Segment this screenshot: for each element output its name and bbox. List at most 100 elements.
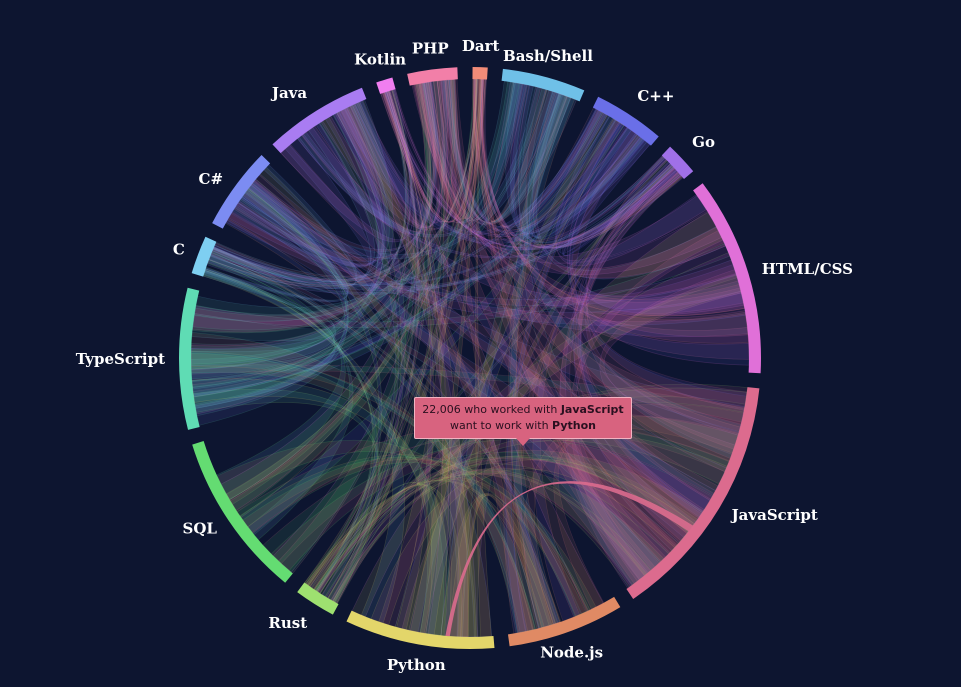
ribbon-html-css-dart[interactable] xyxy=(480,78,749,344)
ribbon-c-sql[interactable] xyxy=(207,259,354,541)
ribbon-dart-javascript[interactable] xyxy=(477,78,667,580)
ribbon-kotlin-python[interactable] xyxy=(383,91,434,631)
ribbon-php-java[interactable] xyxy=(340,81,441,228)
ribbon-c-html-css[interactable] xyxy=(566,121,750,366)
ribbon-sql-dart[interactable] xyxy=(225,78,483,518)
ribbon-rust-python[interactable] xyxy=(313,484,462,638)
group-arc-go[interactable] xyxy=(661,146,694,179)
ribbon-c-dart[interactable] xyxy=(473,78,604,228)
ribbon-bash-shell-php[interactable] xyxy=(448,79,524,221)
ribbon-java-go[interactable] xyxy=(297,133,681,259)
ribbon-rust-dart[interactable] xyxy=(313,78,478,593)
ribbon-java-node-js[interactable] xyxy=(340,107,561,625)
ribbon-sql-kotlin[interactable] xyxy=(272,89,417,573)
ribbon-html-css-kotlin[interactable] xyxy=(391,89,723,276)
ribbon-html-css-bash-shell[interactable] xyxy=(532,91,726,280)
ribbon-php-sql[interactable] xyxy=(229,82,432,513)
ribbon-c-node-js[interactable] xyxy=(503,119,623,634)
ribbon-bash-shell-php[interactable] xyxy=(420,81,528,222)
ribbon-c-php[interactable] xyxy=(430,80,629,233)
ribbon-javascript-rust[interactable] xyxy=(307,456,689,589)
ribbon-html-css-dart[interactable] xyxy=(473,78,745,316)
ribbon-html-css-php[interactable] xyxy=(411,83,745,317)
ribbon-bash-shell-java[interactable] xyxy=(297,86,546,238)
group-arc-c[interactable] xyxy=(592,96,659,146)
ribbon-go-dart[interactable] xyxy=(472,78,675,246)
ribbon-go-c[interactable] xyxy=(561,134,676,256)
ribbon-go-c[interactable] xyxy=(213,163,673,289)
tooltip-source: JavaScript xyxy=(560,403,624,416)
ribbon-java-javascript[interactable] xyxy=(353,99,697,542)
tooltip-count: 22,006 xyxy=(422,403,461,416)
group-arc-javascript[interactable] xyxy=(626,387,760,599)
ribbon-sql-php[interactable] xyxy=(229,79,456,511)
ribbon-java-javascript[interactable] xyxy=(280,144,716,518)
ribbon-php-kotlin[interactable] xyxy=(384,79,457,223)
ribbon-php-dart[interactable] xyxy=(436,78,478,220)
ribbon-typescript-c[interactable] xyxy=(190,184,348,366)
group-arc-dart[interactable] xyxy=(472,67,488,80)
ribbon-sql-javascript[interactable] xyxy=(236,419,730,534)
group-arc-python[interactable] xyxy=(346,610,495,649)
ribbon-rust-java[interactable] xyxy=(318,116,400,598)
tooltip-arrow xyxy=(516,438,530,446)
tooltip-line-1: 22,006 who worked with JavaScript xyxy=(415,402,631,418)
ribbon-c-c[interactable] xyxy=(204,191,349,301)
ribbon-typescript-bash-shell[interactable] xyxy=(191,88,548,390)
ribbon-java-rust[interactable] xyxy=(328,106,406,602)
ribbon-node-js-rust[interactable] xyxy=(305,476,591,617)
ribbon-typescript-bash-shell[interactable] xyxy=(193,80,516,322)
ribbon-python-rust[interactable] xyxy=(304,482,448,637)
label-kotlin: Kotlin xyxy=(354,51,406,69)
chord-tooltip: 22,006 who worked with JavaScript want t… xyxy=(414,397,632,446)
ribbon-sql-php[interactable] xyxy=(278,83,432,574)
ribbon-rust-javascript[interactable] xyxy=(332,454,698,603)
group-arc-c[interactable] xyxy=(191,236,217,277)
group-arc-html-css[interactable] xyxy=(693,183,761,374)
ribbon-rust-javascript[interactable] xyxy=(318,470,648,595)
ribbon-java-php[interactable] xyxy=(301,79,449,235)
ribbon-dart-java[interactable] xyxy=(320,79,486,231)
ribbon-java-c[interactable] xyxy=(212,104,390,283)
ribbon-typescript-java[interactable] xyxy=(190,99,394,371)
ribbon-rust-kotlin[interactable] xyxy=(306,89,419,588)
ribbon-kotlin-dart[interactable] xyxy=(380,78,477,223)
ribbon-javascript-rust[interactable] xyxy=(315,468,652,594)
ribbon-python-node-js[interactable] xyxy=(440,492,562,638)
ribbon-sql-javascript[interactable] xyxy=(262,412,739,564)
ribbon-c-sql[interactable] xyxy=(239,119,625,536)
group-arc-bash-shell[interactable] xyxy=(501,68,585,102)
ribbon-rust-dart[interactable] xyxy=(304,78,478,586)
ribbon-c-html-css[interactable] xyxy=(555,112,707,266)
group-arc-typescript[interactable] xyxy=(178,287,200,430)
ribbon-python-html-css[interactable] xyxy=(351,273,742,618)
ribbon-dart-kotlin[interactable] xyxy=(380,78,478,223)
ribbon-c-bash-shell[interactable] xyxy=(529,93,648,240)
group-arc-java[interactable] xyxy=(272,87,367,154)
group-arc-layer xyxy=(178,67,761,649)
ribbon-c-php[interactable] xyxy=(208,81,439,286)
group-arc-c[interactable] xyxy=(212,154,271,229)
label-sql: SQL xyxy=(183,519,218,537)
group-arc-php[interactable] xyxy=(407,67,458,86)
group-arc-rust[interactable] xyxy=(297,582,339,615)
ribbon-dart-html-css[interactable] xyxy=(479,78,749,337)
tooltip-target: Python xyxy=(552,419,596,432)
ribbon-rust-javascript[interactable] xyxy=(313,449,704,593)
ribbon-java-c[interactable] xyxy=(236,136,372,268)
ribbon-kotlin-java[interactable] xyxy=(280,90,414,243)
ribbon-c-typescript[interactable] xyxy=(191,115,617,398)
ribbon-node-js-sql[interactable] xyxy=(242,456,587,617)
ribbon-bash-shell-typescript[interactable] xyxy=(190,81,520,380)
group-arc-node-js[interactable] xyxy=(507,596,621,647)
ribbon-c-go[interactable] xyxy=(206,155,666,295)
ribbon-c-typescript[interactable] xyxy=(192,112,608,398)
ribbon-c-dart[interactable] xyxy=(479,78,608,229)
ribbon-c-javascript[interactable] xyxy=(245,180,662,587)
ribbon-go-php[interactable] xyxy=(439,79,667,243)
group-arc-sql[interactable] xyxy=(192,441,293,583)
group-arc-kotlin[interactable] xyxy=(376,77,396,94)
ribbon-c-typescript[interactable] xyxy=(190,270,335,382)
ribbon-bash-shell-php[interactable] xyxy=(444,79,568,224)
ribbon-go-javascript[interactable] xyxy=(585,163,748,411)
